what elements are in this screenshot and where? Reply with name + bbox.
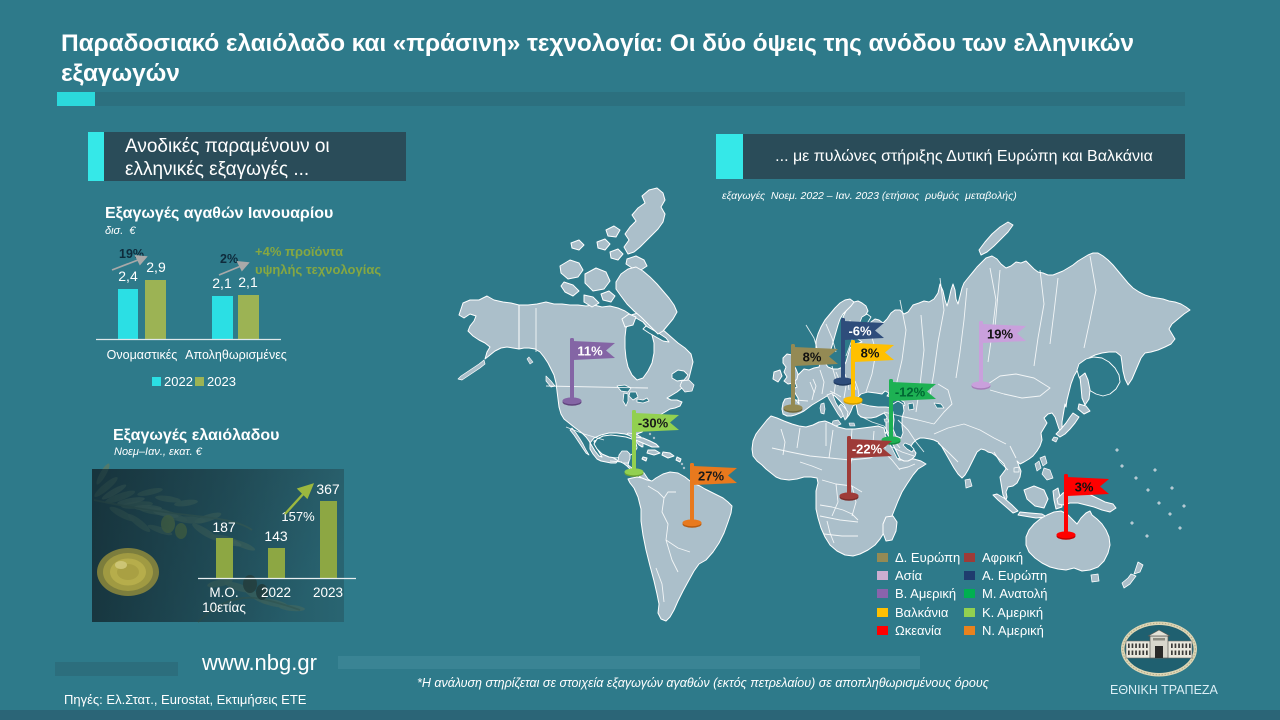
svg-text:157%: 157% [281,509,315,524]
svg-text:8%: 8% [861,345,880,360]
svg-text:-30%: -30% [638,415,669,430]
svg-text:367: 367 [316,481,340,497]
svg-text:143: 143 [264,528,288,544]
svg-text:2022: 2022 [164,374,193,389]
svg-text:Δ. Ευρώπη: Δ. Ευρώπη [895,550,960,565]
svg-text:Ωκεανία: Ωκεανία [895,623,942,638]
svg-text:19%: 19% [987,326,1013,341]
svg-text:Ν. Αμερική: Ν. Αμερική [982,623,1044,638]
svg-text:Απολη​θωρισμένες: Απολη​θωρισμένες [185,348,287,362]
svg-text:Κ. Αμερική: Κ. Αμερική [982,605,1043,620]
svg-text:Βαλκάνια: Βαλκάνια [895,605,949,620]
svg-text:2,9: 2,9 [146,259,166,275]
svg-text:Μ.Ο.: Μ.Ο. [209,585,238,600]
svg-text:+4% προϊόντα: +4% προϊόντα [255,244,343,259]
svg-text:2022: 2022 [261,585,291,600]
svg-text:-6%: -6% [848,323,872,338]
svg-text:2023: 2023 [313,585,343,600]
svg-text:υψηλής τεχνολογίας: υψηλής τεχνολογίας [255,262,381,277]
svg-text:2%: 2% [220,252,238,266]
svg-text:-22%: -22% [852,441,883,456]
svg-text:2,1: 2,1 [238,274,258,290]
svg-text:2,1: 2,1 [212,275,232,291]
svg-text:2023: 2023 [207,374,236,389]
svg-text:Ασία: Ασία [895,568,923,583]
svg-text:Β. Αμερική: Β. Αμερική [895,586,956,601]
svg-text:Μ. Ανατολή: Μ. Ανατολή [982,586,1047,601]
svg-text:10ετίας: 10ετίας [202,600,246,615]
svg-text:11%: 11% [577,343,603,358]
svg-text:8%: 8% [803,349,822,364]
svg-text:27%: 27% [698,468,724,483]
svg-text:2,4: 2,4 [118,268,138,284]
svg-text:Αφρική: Αφρική [982,550,1023,565]
svg-text:-12%: -12% [895,384,926,399]
svg-text:Α. Ευρώπη: Α. Ευρώπη [982,568,1047,583]
svg-text:187: 187 [212,519,236,535]
svg-text:Ονομαστικές: Ονομαστικές [107,348,178,362]
svg-text:3%: 3% [1075,479,1094,494]
